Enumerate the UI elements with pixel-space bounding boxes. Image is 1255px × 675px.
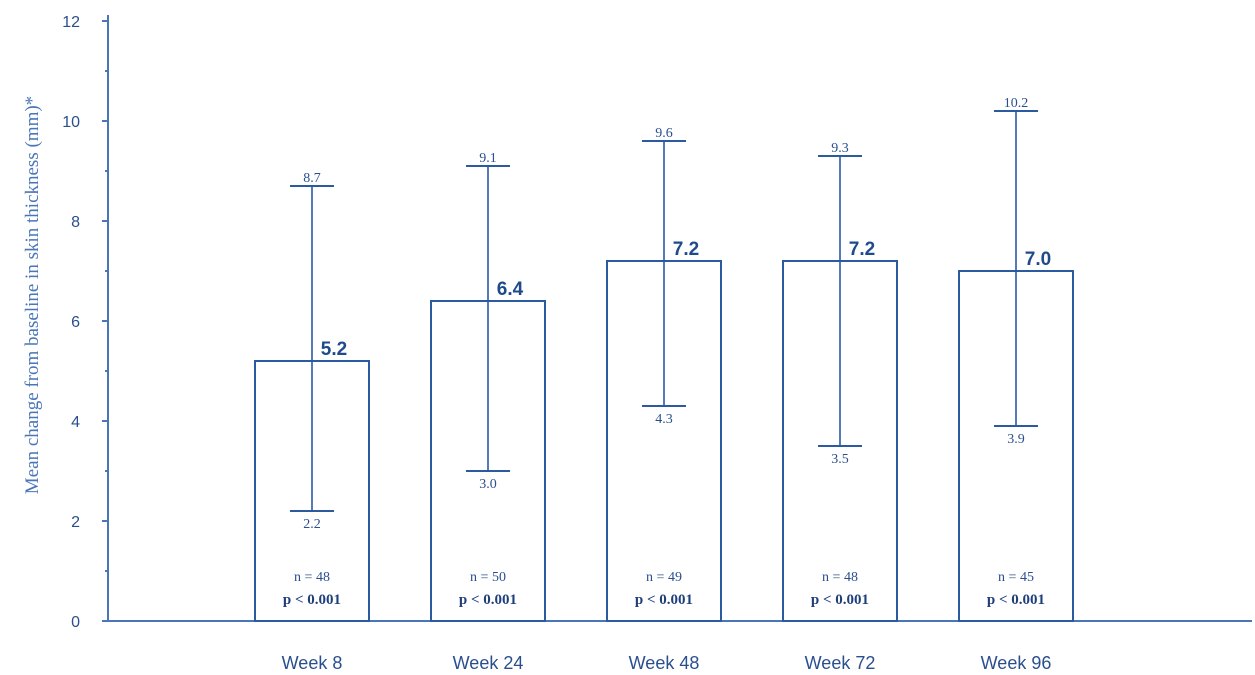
x-tick-label: Week 96 xyxy=(981,653,1052,673)
ci-lower-label: 3.9 xyxy=(1007,432,1025,447)
y-axis-label: Mean change from baseline in skin thickn… xyxy=(22,96,43,494)
mean-value-label: 7.0 xyxy=(1025,249,1051,270)
x-tick-label: Week 48 xyxy=(629,653,700,673)
n-label: n = 48 xyxy=(822,570,858,585)
ci-upper-label: 9.6 xyxy=(655,126,673,141)
n-label: n = 50 xyxy=(470,570,506,585)
bars xyxy=(254,260,1074,622)
y-tick-label: 2 xyxy=(71,514,80,531)
mean-value-label: 7.2 xyxy=(673,239,699,260)
y-tick-label: 12 xyxy=(62,14,80,31)
p-value-label: p < 0.001 xyxy=(283,592,341,608)
ci-upper-label: 8.7 xyxy=(303,171,321,186)
ci-lower-label: 3.0 xyxy=(479,477,497,492)
n-label: n = 48 xyxy=(294,570,330,585)
p-value-label: p < 0.001 xyxy=(811,592,869,608)
error-bars xyxy=(290,110,1038,512)
x-tick-label: Week 72 xyxy=(805,653,876,673)
p-value-label: p < 0.001 xyxy=(459,592,517,608)
bar xyxy=(958,270,1074,622)
y-tick-label: 4 xyxy=(71,414,80,431)
mean-value-label: 5.2 xyxy=(321,339,347,360)
p-value-label: p < 0.001 xyxy=(987,592,1045,608)
ci-lower-label: 3.5 xyxy=(831,452,849,467)
ci-lower-label: 2.2 xyxy=(303,517,321,532)
y-tick-label: 0 xyxy=(71,614,80,631)
y-tick-label: 6 xyxy=(71,314,80,331)
n-label: n = 45 xyxy=(998,570,1034,585)
n-label: n = 49 xyxy=(646,570,682,585)
mean-value-label: 7.2 xyxy=(849,239,875,260)
p-value-label: p < 0.001 xyxy=(635,592,693,608)
ci-upper-label: 10.2 xyxy=(1004,96,1029,111)
data-labels: 8.7 2.2 5.2 n = 48 p < 0.001 Week 8 9.1 3.0 6.4 n… xyxy=(282,96,1052,673)
x-tick-label: Week 24 xyxy=(453,653,524,673)
y-tick-label: 10 xyxy=(62,114,80,131)
mean-value-label: 6.4 xyxy=(497,279,524,300)
y-tick-label: 8 xyxy=(71,214,80,231)
ci-lower-label: 4.3 xyxy=(655,412,673,427)
ci-upper-label: 9.3 xyxy=(831,141,849,156)
x-tick-label: Week 8 xyxy=(282,653,343,673)
ci-upper-label: 9.1 xyxy=(479,151,497,166)
